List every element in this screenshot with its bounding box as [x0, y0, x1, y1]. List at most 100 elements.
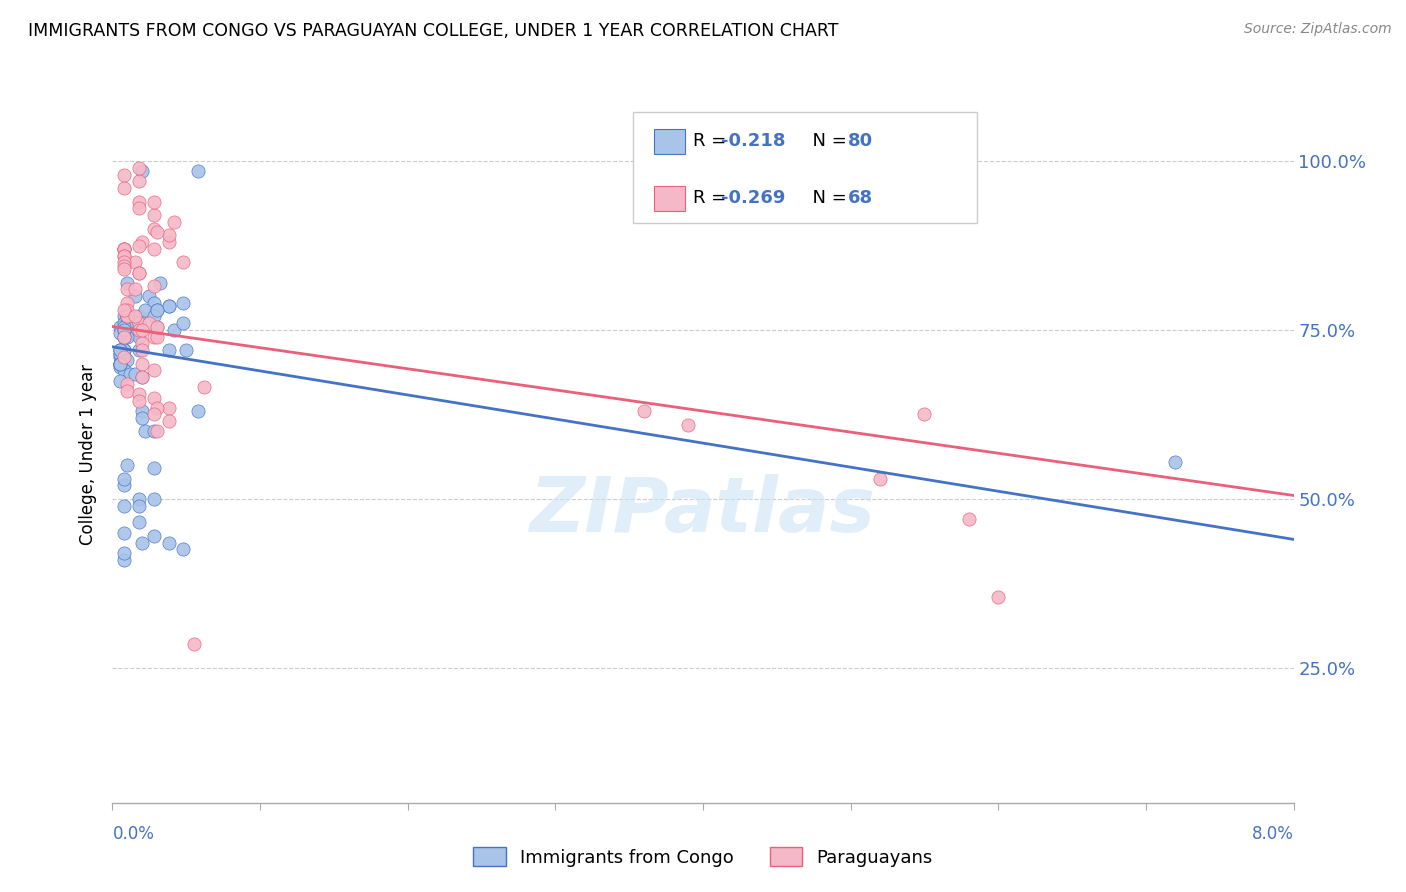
Point [134, 302, 156, 317]
Point [112, 525, 135, 540]
Point [124, 255, 146, 269]
Point [108, 374, 131, 388]
Point [172, 542, 194, 557]
Point [138, 289, 160, 303]
Point [128, 499, 150, 513]
Point [128, 174, 150, 188]
Point [108, 346, 131, 360]
Point [157, 299, 180, 313]
Point [128, 329, 150, 343]
Point [142, 424, 165, 438]
Point [117, 302, 138, 317]
Point [124, 326, 146, 341]
Point [108, 350, 131, 364]
Point [112, 329, 135, 343]
Point [142, 491, 165, 506]
Point [112, 181, 135, 195]
Point [117, 310, 138, 324]
Point [112, 472, 135, 486]
Point [142, 529, 165, 543]
Point [157, 343, 180, 358]
Point [187, 404, 209, 418]
Point [157, 235, 180, 249]
Point [112, 310, 135, 324]
Point [142, 408, 165, 422]
Point [157, 228, 180, 243]
Point [869, 472, 891, 486]
Point [142, 242, 165, 256]
Point [117, 276, 138, 290]
Point [163, 215, 186, 229]
Point [157, 414, 180, 428]
Point [128, 194, 150, 209]
Point [193, 380, 215, 394]
Point [174, 343, 197, 358]
Point [117, 384, 138, 398]
Point [112, 350, 135, 364]
Point [112, 478, 135, 492]
Point [172, 316, 194, 330]
Point [124, 367, 146, 381]
Point [112, 343, 135, 358]
Point [108, 343, 131, 358]
Point [108, 357, 131, 371]
Legend: Immigrants from Congo, Paraguayans: Immigrants from Congo, Paraguayans [465, 840, 941, 874]
Point [142, 310, 165, 324]
Point [142, 461, 165, 475]
Point [117, 296, 138, 310]
Point [131, 343, 153, 358]
Point [128, 491, 150, 506]
Text: 8.0%: 8.0% [1251, 825, 1294, 843]
Point [112, 329, 135, 343]
Point [112, 255, 135, 269]
Point [146, 329, 169, 343]
Text: 80: 80 [848, 132, 873, 150]
Point [131, 323, 153, 337]
Point [131, 235, 153, 249]
Point [131, 410, 153, 425]
Point [120, 367, 142, 381]
Point [128, 393, 150, 408]
Point [131, 370, 153, 384]
Point [149, 276, 172, 290]
Point [131, 357, 153, 371]
Text: -0.218: -0.218 [721, 132, 786, 150]
Point [112, 249, 135, 263]
Point [172, 296, 194, 310]
Text: -0.269: -0.269 [721, 189, 786, 207]
Point [128, 161, 150, 175]
Point [112, 242, 135, 256]
Point [117, 310, 138, 324]
Point [108, 346, 131, 360]
Point [112, 552, 135, 566]
Point [157, 299, 180, 313]
Point [112, 242, 135, 256]
Point [128, 316, 150, 330]
Point [128, 310, 150, 324]
Point [112, 302, 135, 317]
Point [142, 279, 165, 293]
Point [128, 343, 150, 358]
Point [183, 637, 205, 651]
Point [108, 357, 131, 371]
Point [117, 282, 138, 296]
Point [146, 401, 169, 415]
Point [1164, 455, 1187, 469]
Point [108, 357, 131, 371]
Point [146, 424, 169, 438]
Point [108, 343, 131, 358]
Point [172, 255, 194, 269]
Point [142, 329, 165, 343]
Point [146, 302, 169, 317]
Point [134, 424, 156, 438]
Point [128, 387, 150, 401]
Point [112, 259, 135, 273]
Text: N =: N = [801, 132, 853, 150]
Point [112, 242, 135, 256]
Text: N =: N = [801, 189, 853, 207]
Text: Source: ZipAtlas.com: Source: ZipAtlas.com [1244, 22, 1392, 37]
Point [124, 282, 146, 296]
Point [914, 408, 936, 422]
Point [112, 242, 135, 256]
Point [108, 360, 131, 375]
